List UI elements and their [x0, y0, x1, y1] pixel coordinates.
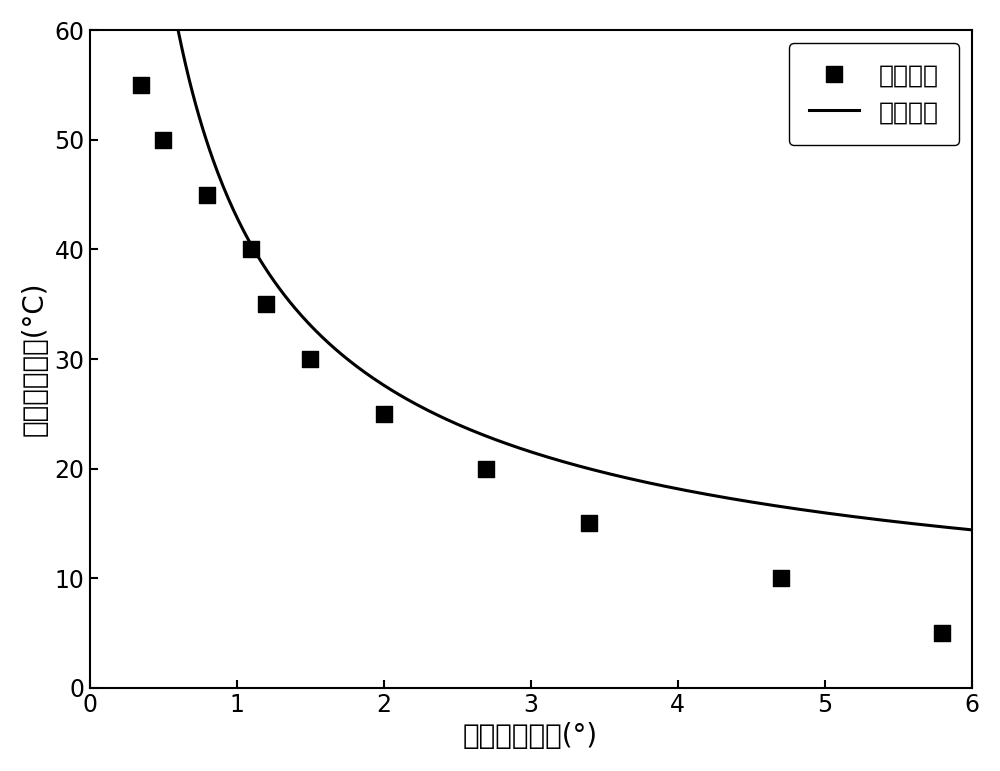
Point — [258, 298, 274, 311]
Point — [243, 244, 259, 256]
Point — [773, 572, 789, 584]
Point — [133, 79, 149, 91]
Point — [302, 353, 318, 365]
Point — [478, 463, 494, 475]
Point — [934, 627, 950, 639]
Point — [155, 133, 171, 146]
X-axis label: 相移角绝对値(°): 相移角绝对値(°) — [463, 722, 598, 750]
Point — [376, 408, 392, 420]
Legend: 实际数据, 拟合曲线: 实际数据, 拟合曲线 — [789, 43, 959, 145]
Y-axis label: 电池内部温度(°C): 电池内部温度(°C) — [21, 281, 49, 436]
Point — [581, 517, 597, 530]
Point — [199, 189, 215, 201]
